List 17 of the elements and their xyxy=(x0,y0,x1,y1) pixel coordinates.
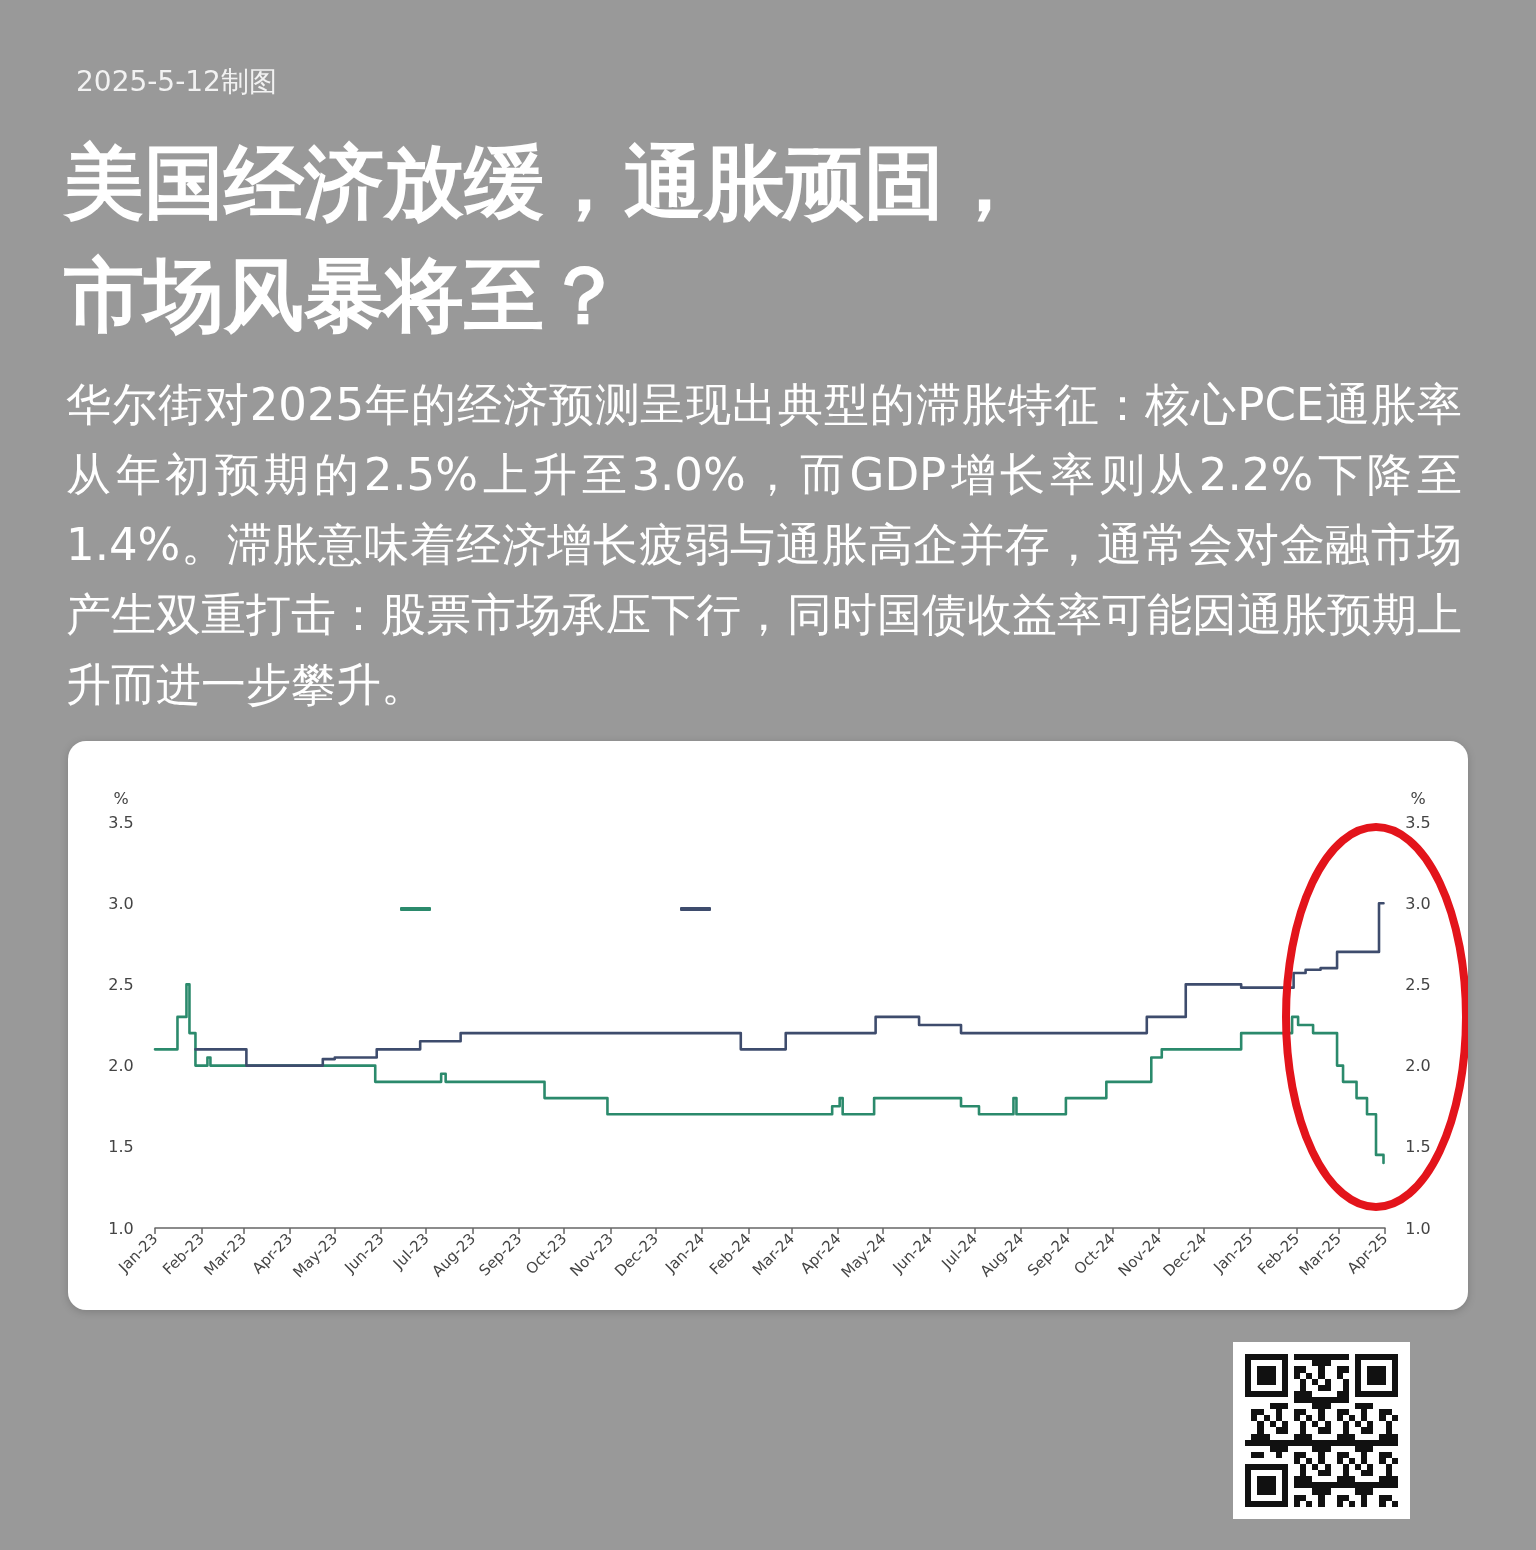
y2-tick-label: 3.0 xyxy=(1405,893,1431,913)
text: 2025-5-12制图 xyxy=(76,64,277,100)
y-tick-label: 2.0 xyxy=(108,1056,134,1076)
y2-axis-title: % xyxy=(1410,788,1426,808)
y-tick-label: 3.5 xyxy=(108,812,134,832)
y2-tick-label: 1.0 xyxy=(1405,1218,1431,1238)
y-tick-label: 3.0 xyxy=(108,893,134,913)
y-tick-label: 1.5 xyxy=(108,1137,134,1157)
chart-subtitle: 华尔街对2025年的经济预测呈现出典型的滞胀特征：核心PCE通胀率从年初预期的2.5%上升至3.0%，而GDP增长率则从2.2%下降至1.4%。滞胀意味着经济增长疲弱与通胀高企并存，通常会对金融市场产生双重打击：股票市场承压下行，同时国债收益率可能因通胀预期上升而进一步攀升。 xyxy=(66,377,1462,713)
y2-tick-label: 2.5 xyxy=(1405,974,1431,994)
y-axis-title: % xyxy=(113,788,129,808)
y2-tick-label: 2.0 xyxy=(1405,1056,1431,1076)
y2-tick-label: 1.5 xyxy=(1405,1137,1431,1157)
y-tick-label: 2.5 xyxy=(108,974,134,994)
y2-tick-label: 3.5 xyxy=(1405,812,1431,832)
chart-title: 美国经济放缓，通胀顽固，市场风暴将至？ xyxy=(64,135,1025,344)
y-tick-label: 1.0 xyxy=(108,1218,134,1238)
